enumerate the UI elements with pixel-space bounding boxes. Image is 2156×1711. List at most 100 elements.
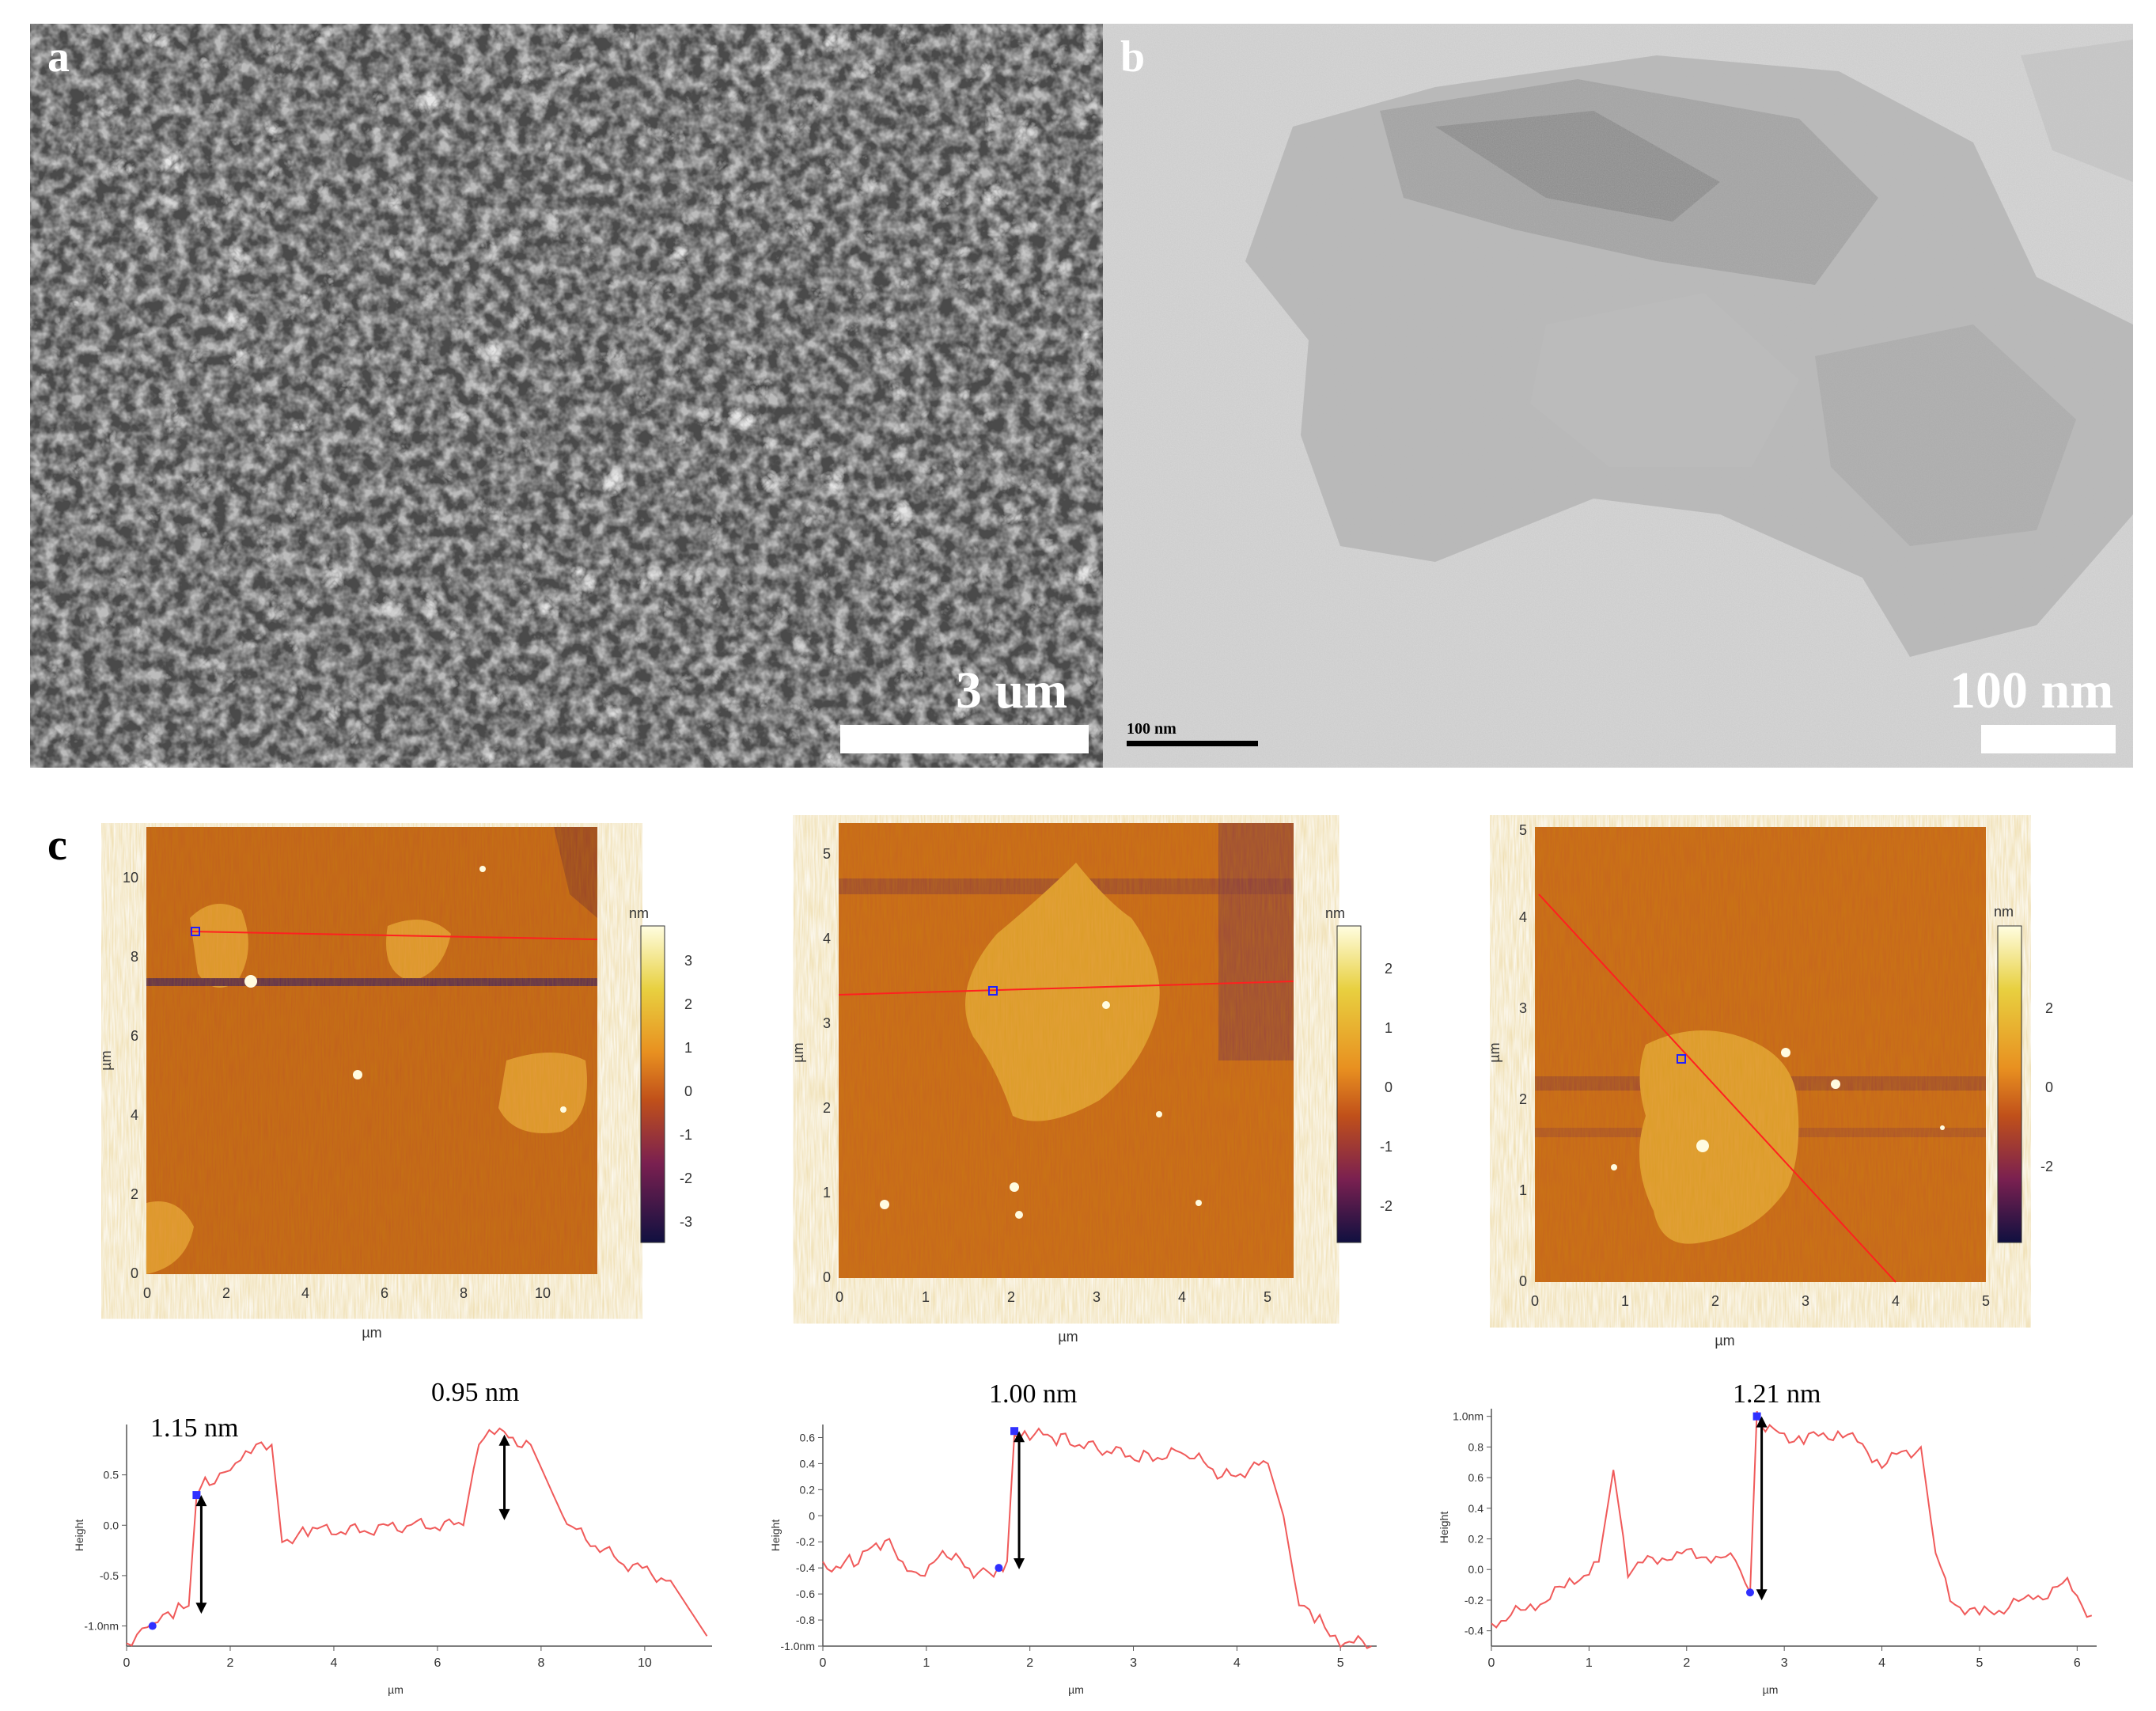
afm2-ytick-0: 0 <box>823 1269 831 1285</box>
scale-label-a: 3 um <box>956 662 1068 719</box>
afm1-xtick-2: 4 <box>301 1285 309 1301</box>
afm1-cb-tick-5: -2 <box>680 1170 692 1186</box>
profile-xtick-label: 5 <box>1976 1656 1983 1670</box>
afm3-colorbar-unit: nm <box>1994 904 2014 920</box>
afm2-xtick-1: 1 <box>922 1289 930 1305</box>
afm3-ylabel: µm <box>1487 1042 1502 1062</box>
afm2-ytick-4: 4 <box>823 931 831 947</box>
height-arrow-head <box>1756 1416 1768 1428</box>
profile-ytick-label: 1.0nm <box>1453 1410 1483 1423</box>
afm2-ylabel: µm <box>790 1042 806 1062</box>
profile-ytick-label: -1.0nm <box>84 1620 119 1633</box>
height-annotation: 0.95 nm <box>431 1378 519 1407</box>
height-profile-2: 0 1 2 3 4 5 0.6 0.4 0.2 0 -0.2 -0.4 -0.6 -0.8 -1.0nm µm… <box>760 1369 1416 1702</box>
afm3-cb-tick-0: 2 <box>2045 1000 2053 1016</box>
afm1-xtick-4: 8 <box>460 1285 468 1301</box>
profile-xtick-label: 2 <box>1683 1656 1690 1670</box>
afm2-cb-tick-0: 2 <box>1385 961 1392 977</box>
afm2-cb-tick-3: -1 <box>1380 1139 1392 1155</box>
afm2-xtick-0: 0 <box>835 1289 843 1305</box>
micrograph-scale-text: 100 nm <box>1127 720 1177 738</box>
panel-label-c: c <box>47 821 67 870</box>
afm3-xtick-0: 0 <box>1531 1293 1539 1309</box>
afm3-colorbar <box>1997 925 2022 1243</box>
afm2-xtick-5: 5 <box>1264 1289 1271 1305</box>
profile-ytick-label: -1.0nm <box>780 1640 815 1652</box>
micrograph-scale-bar <box>1127 741 1258 746</box>
tem-texture <box>1103 24 2133 768</box>
afm3-xtick-2: 2 <box>1711 1293 1719 1309</box>
profile-xtick-label: 4 <box>1233 1656 1241 1670</box>
height-annotation: 1.21 nm <box>1733 1379 1821 1409</box>
profile-ytick-label: 0.6 <box>1468 1471 1484 1484</box>
profile-ytick-label: -0.2 <box>796 1535 815 1548</box>
scale-bar-b <box>1981 725 2116 753</box>
sem-image: a 3 um <box>30 24 1103 768</box>
panel-label-b: b <box>1120 32 1146 82</box>
afm1-ylabel: µm <box>98 1050 114 1070</box>
profile-xtick-label: 1 <box>923 1656 930 1670</box>
profile-xtick-label: 5 <box>1337 1656 1344 1670</box>
afm1-colorbar-unit: nm <box>629 905 649 921</box>
profile-xtick-label: 1 <box>1586 1656 1593 1670</box>
afm3-ytick-1: 1 <box>1519 1182 1527 1198</box>
profile-series-line <box>1491 1411 2093 1629</box>
height-arrow-head <box>1014 1431 1025 1443</box>
profile-ytick-label: 0.2 <box>1468 1533 1484 1546</box>
afm3-ytick-5: 5 <box>1519 822 1527 838</box>
profile-xtick-label: 0 <box>1488 1656 1495 1670</box>
profile-xtick-label: 10 <box>638 1656 652 1670</box>
profile-cursor-marker <box>1745 1588 1754 1597</box>
afm1-cb-tick-3: 0 <box>684 1083 692 1099</box>
afm3-xlabel: µm <box>1715 1333 1734 1349</box>
afm2-cb-tick-1: 1 <box>1385 1020 1392 1036</box>
sem-texture <box>30 24 1103 768</box>
profile-ytick-label: -0.6 <box>796 1588 815 1600</box>
profile-xtick-label: 2 <box>1026 1656 1033 1670</box>
afm2-xlabel: µm <box>1058 1329 1078 1345</box>
afm1-ytick-3: 6 <box>131 1028 138 1044</box>
scale-bar-a <box>840 725 1089 753</box>
profile-ytick-label: -0.2 <box>1464 1594 1483 1607</box>
scale-label-b: 100 nm <box>1949 662 2114 719</box>
afm1-ytick-2: 4 <box>131 1107 138 1123</box>
profile-ylabel: Height <box>1438 1512 1450 1544</box>
profile-xtick-label: 6 <box>2074 1656 2081 1670</box>
afm1-cb-tick-0: 3 <box>684 953 692 969</box>
profile-cursor-marker <box>1010 1427 1019 1436</box>
afm2-xtick-4: 4 <box>1178 1289 1186 1305</box>
profile-xtick-label: 3 <box>1781 1656 1788 1670</box>
height-arrow-head <box>195 1495 207 1507</box>
afm2-xtick-3: 3 <box>1093 1289 1101 1305</box>
afm3-ytick-0: 0 <box>1519 1273 1527 1289</box>
profile-xlabel: µm <box>388 1683 404 1696</box>
afm1-cb-tick-1: 2 <box>684 996 692 1012</box>
afm2-ytick-1: 1 <box>823 1185 831 1201</box>
afm1-cb-tick-2: 1 <box>684 1040 692 1056</box>
profile-ytick-label: 0 <box>809 1509 815 1522</box>
afm1-cb-tick-6: -3 <box>680 1214 692 1230</box>
afm1-colorbar <box>640 925 665 1243</box>
height-arrow-head <box>1756 1589 1768 1601</box>
profile-ytick-label: 0.2 <box>800 1483 816 1496</box>
profile-xtick-label: 3 <box>1130 1656 1137 1670</box>
height-annotation: 1.15 nm <box>150 1413 238 1443</box>
afm2-ytick-2: 2 <box>823 1100 831 1116</box>
profile-ytick-label: 0.0 <box>1468 1563 1484 1576</box>
afm2-colorbar-unit: nm <box>1325 905 1345 921</box>
afm2-cb-tick-2: 0 <box>1385 1079 1392 1095</box>
height-arrow-head <box>498 1508 510 1520</box>
afm1-xlabel: µm <box>362 1325 381 1341</box>
afm2-colorbar <box>1336 925 1362 1243</box>
profile-ytick-label: 0.8 <box>1468 1440 1484 1453</box>
profile-ytick-label: 0.4 <box>800 1457 816 1470</box>
profile-xtick-label: 8 <box>537 1656 544 1670</box>
profile-xtick-label: 2 <box>227 1656 234 1670</box>
afm1-cb-tick-4: -1 <box>680 1127 692 1143</box>
afm3-cb-tick-2: -2 <box>2040 1159 2053 1174</box>
profile-xtick-label: 0 <box>123 1656 131 1670</box>
afm2-ytick-5: 5 <box>823 846 831 862</box>
afm3-xtick-5: 5 <box>1982 1293 1990 1309</box>
profile-series-line <box>822 1427 1372 1649</box>
height-annotation: 1.00 nm <box>989 1379 1077 1409</box>
